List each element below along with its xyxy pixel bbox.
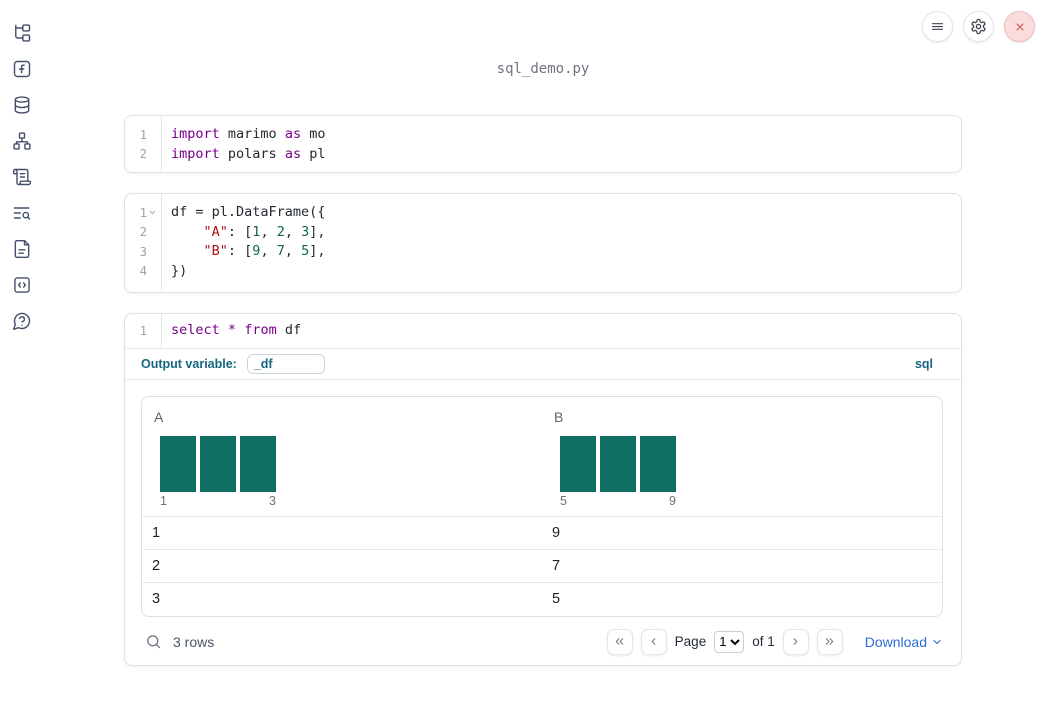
histogram-axis: 5 9 — [560, 494, 676, 508]
menu-button[interactable] — [922, 11, 953, 42]
table-cell: 7 — [552, 557, 561, 574]
code-editor[interactable]: 1 select * from df — [125, 314, 961, 348]
close-icon — [1013, 20, 1027, 34]
download-button[interactable]: Download — [865, 634, 943, 650]
download-label: Download — [864, 633, 927, 650]
line-number-gutter: 1 — [125, 314, 162, 348]
function-square-icon[interactable] — [12, 59, 32, 79]
settings-button[interactable] — [963, 11, 994, 42]
shutdown-button[interactable] — [1004, 11, 1035, 42]
chevron-right-icon — [789, 635, 802, 648]
row-count: 3 rows — [173, 633, 215, 650]
dependency-graph-icon[interactable] — [12, 131, 32, 151]
previous-page-button[interactable] — [640, 628, 667, 655]
code-box-icon[interactable] — [12, 275, 32, 295]
table-cell: 2 — [152, 557, 161, 574]
histogram-bar[interactable] — [200, 435, 236, 492]
histogram-bars[interactable] — [560, 435, 676, 492]
code-lines[interactable]: df = pl.DataFrame({ "A": [1, 2, 3], "B":… — [171, 204, 326, 279]
notebook-filename[interactable]: sql_demo.py — [496, 61, 590, 77]
last-page-button[interactable] — [816, 628, 843, 655]
table-cell: 5 — [552, 591, 561, 607]
axis-min-label: 5 — [560, 493, 567, 508]
hamburger-menu-icon — [930, 19, 945, 34]
histogram-bar[interactable] — [240, 435, 276, 492]
histogram-bar[interactable] — [560, 435, 596, 492]
search-icon[interactable] — [145, 633, 162, 650]
output-variable-input[interactable] — [246, 353, 325, 374]
column-header-a: A 1 3 — [142, 397, 542, 516]
histogram-bar[interactable] — [160, 435, 196, 492]
dataframe-table: A 1 3 B 5 9 — [141, 395, 943, 617]
table-row[interactable]: 3 5 — [142, 583, 942, 616]
histogram-axis: 1 3 — [160, 494, 276, 508]
cell-output-area: A 1 3 B 5 9 — [125, 380, 961, 666]
gear-icon — [970, 18, 987, 35]
chevrons-left-icon — [613, 635, 626, 648]
page-label: Page — [674, 634, 707, 649]
column-header-b: B 5 9 — [542, 397, 942, 516]
table-cell: 3 — [152, 591, 161, 607]
table-row[interactable]: 1 9 — [142, 517, 942, 550]
histogram-bars[interactable] — [160, 435, 276, 492]
sidebar — [0, 0, 44, 331]
sql-cell[interactable]: 1 select * from df Output variable: sql … — [124, 313, 962, 666]
next-page-button[interactable] — [782, 628, 809, 655]
first-page-button[interactable] — [606, 628, 633, 655]
text-search-icon[interactable] — [12, 203, 32, 223]
histogram-bar[interactable] — [640, 435, 676, 492]
output-variable-label: Output variable: — [141, 356, 237, 371]
column-name[interactable]: B — [554, 408, 564, 425]
database-icon[interactable] — [12, 95, 32, 115]
axis-max-label: 9 — [669, 493, 676, 508]
notebook-actions-toolbar — [922, 11, 1035, 42]
page-of-label: of 1 — [752, 634, 775, 649]
column-name[interactable]: A — [154, 408, 164, 425]
fold-chevron-icon[interactable] — [147, 208, 158, 217]
page-select[interactable]: 1 — [714, 630, 745, 653]
chevron-down-icon — [931, 636, 943, 648]
table-footer: 3 rows Page 1 of 1 — [141, 626, 943, 658]
code-lines[interactable]: import marimo as mo import polars as pl — [171, 126, 326, 162]
chevron-left-icon — [647, 635, 660, 648]
table-row[interactable]: 2 7 — [142, 550, 942, 583]
chevrons-right-icon — [823, 635, 836, 648]
column-histogram: 1 3 — [160, 435, 276, 508]
scroll-icon[interactable] — [12, 167, 32, 187]
histogram-bar[interactable] — [600, 435, 636, 492]
column-histogram: 5 9 — [560, 435, 676, 508]
file-tree-icon[interactable] — [12, 23, 32, 43]
table-cell: 9 — [552, 524, 561, 541]
table-header-row: A 1 3 B 5 9 — [142, 397, 942, 517]
document-icon[interactable] — [12, 239, 32, 259]
axis-min-label: 1 — [160, 493, 167, 508]
sql-options-bar: Output variable: sql — [125, 347, 961, 380]
help-bubble-icon[interactable] — [12, 311, 32, 331]
pagination: Page 1 of 1 Download — [606, 628, 943, 655]
table-cell: 1 — [152, 524, 161, 541]
axis-max-label: 3 — [269, 493, 276, 508]
language-badge: sql — [914, 356, 933, 371]
code-lines[interactable]: select * from df — [171, 322, 302, 338]
